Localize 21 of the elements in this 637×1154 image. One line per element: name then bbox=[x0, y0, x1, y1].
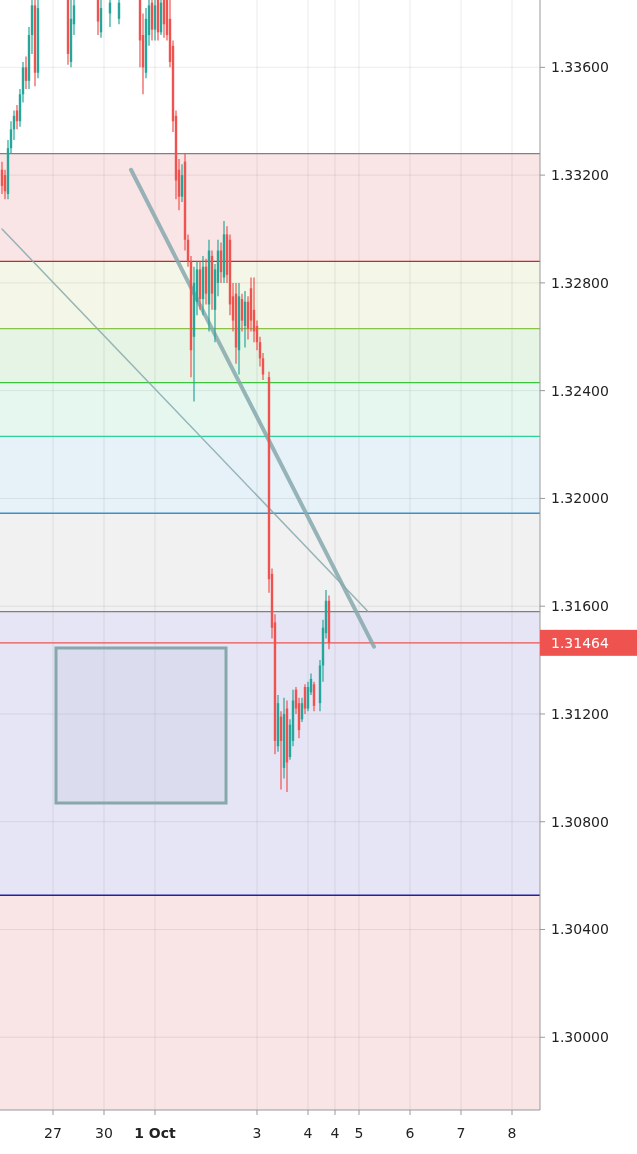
y-tick-label: 1.31200 bbox=[551, 705, 609, 722]
y-tick-label: 1.31600 bbox=[551, 598, 609, 615]
y-tick-label: 1.32400 bbox=[551, 382, 609, 399]
y-tick-label: 1.33200 bbox=[551, 167, 609, 184]
y-tick-label: 1.32800 bbox=[551, 274, 609, 291]
y-tick-label: 1.30400 bbox=[551, 921, 609, 938]
x-tick-label: 7 bbox=[456, 1125, 466, 1141]
x-tick-label: 3 bbox=[252, 1125, 262, 1141]
y-tick-label: 1.33600 bbox=[551, 59, 609, 76]
x-tick-label: 5 bbox=[354, 1125, 364, 1141]
y-tick-label: 1.32000 bbox=[551, 490, 609, 507]
x-tick-label: 4 bbox=[303, 1125, 313, 1141]
x-tick-label: 1 Oct bbox=[134, 1125, 177, 1141]
x-tick-label: 8 bbox=[507, 1125, 517, 1141]
x-tick-label: 6 bbox=[405, 1125, 415, 1141]
y-tick-label: 1.30800 bbox=[551, 813, 609, 830]
x-tick-label: 27 bbox=[44, 1125, 62, 1141]
x-tick-label: 4 bbox=[330, 1125, 340, 1141]
ref-line-label: 1.31464 bbox=[551, 634, 609, 651]
y-tick-label: 1.30000 bbox=[551, 1029, 609, 1046]
x-tick-label: 30 bbox=[95, 1125, 113, 1141]
